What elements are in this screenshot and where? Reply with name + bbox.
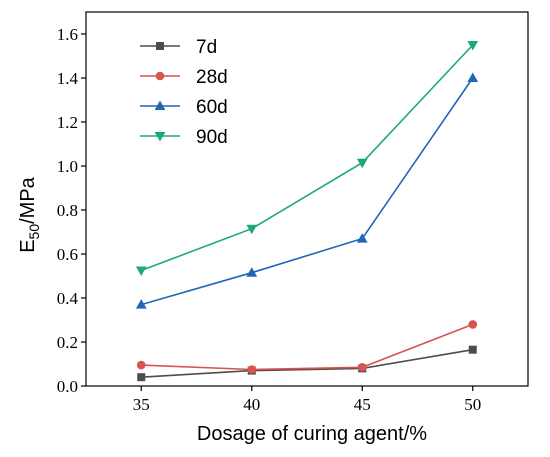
y-axis-label-main: E [17,239,39,252]
legend-marker [154,132,166,142]
data-point [136,360,146,370]
legend: 7d 28d 60d 90d [140,37,228,148]
y-tick-label: 1.0 [57,157,78,176]
data-point [467,41,479,51]
y-axis-label-subscript: 50 [26,224,42,240]
series-28d [136,320,478,374]
series-line [141,77,474,306]
data-point [246,267,258,277]
x-tick-label: 45 [354,395,371,414]
data-point [357,363,367,372]
legend-label: 28d [196,67,228,88]
data-point [246,224,258,235]
plot-frame [85,11,529,387]
legend-marker [154,100,166,110]
legend-label: 60d [196,97,228,118]
y-tick-label: 0.0 [57,377,78,396]
series-line [141,323,474,371]
y-tick-label: 1.4 [57,69,79,88]
data-point [468,345,477,354]
data-point [356,233,368,243]
y-tick-label: 0.6 [57,245,78,264]
data-point [356,158,368,169]
x-tick-label: 40 [243,395,260,414]
y-tick-label: 0.4 [57,289,79,308]
x-tick-label: 35 [133,395,150,414]
plot-area [85,11,529,387]
series-line [141,348,473,378]
y-axis: 0.0 0.2 0.4 0.6 0.8 1.0 1.2 1.4 1.6 [57,25,86,396]
x-tick-label: 50 [464,395,481,414]
legend-label: 7d [196,37,217,58]
series-7d [137,345,477,382]
data-point [137,373,146,382]
y-tick-label: 1.6 [57,25,78,44]
legend-label: 90d [196,127,228,148]
legend-item-7d: 7d [140,37,217,58]
legend-item-60d: 60d [140,97,228,118]
series-layer [135,41,479,382]
data-point [135,266,147,277]
y-tick-label: 0.8 [57,201,78,220]
y-axis-label-unit: /MPa [17,176,39,224]
y-axis-label: E50/MPa [17,176,42,252]
series-line [140,44,474,272]
data-point [468,320,478,329]
data-point [247,365,257,374]
data-point [135,299,147,309]
data-point [467,72,479,82]
x-axis-label: Dosage of curing agent/% [197,423,427,445]
y-tick-label: 0.2 [57,333,78,352]
series-90d [135,41,479,277]
legend-item-28d: 28d [140,67,228,88]
legend-marker [156,42,164,50]
y-tick-label: 1.2 [57,113,78,132]
legend-marker [155,71,165,81]
x-axis: 35 40 45 50 [133,386,481,414]
legend-item-90d: 90d [140,127,228,148]
series-60d [135,72,479,309]
